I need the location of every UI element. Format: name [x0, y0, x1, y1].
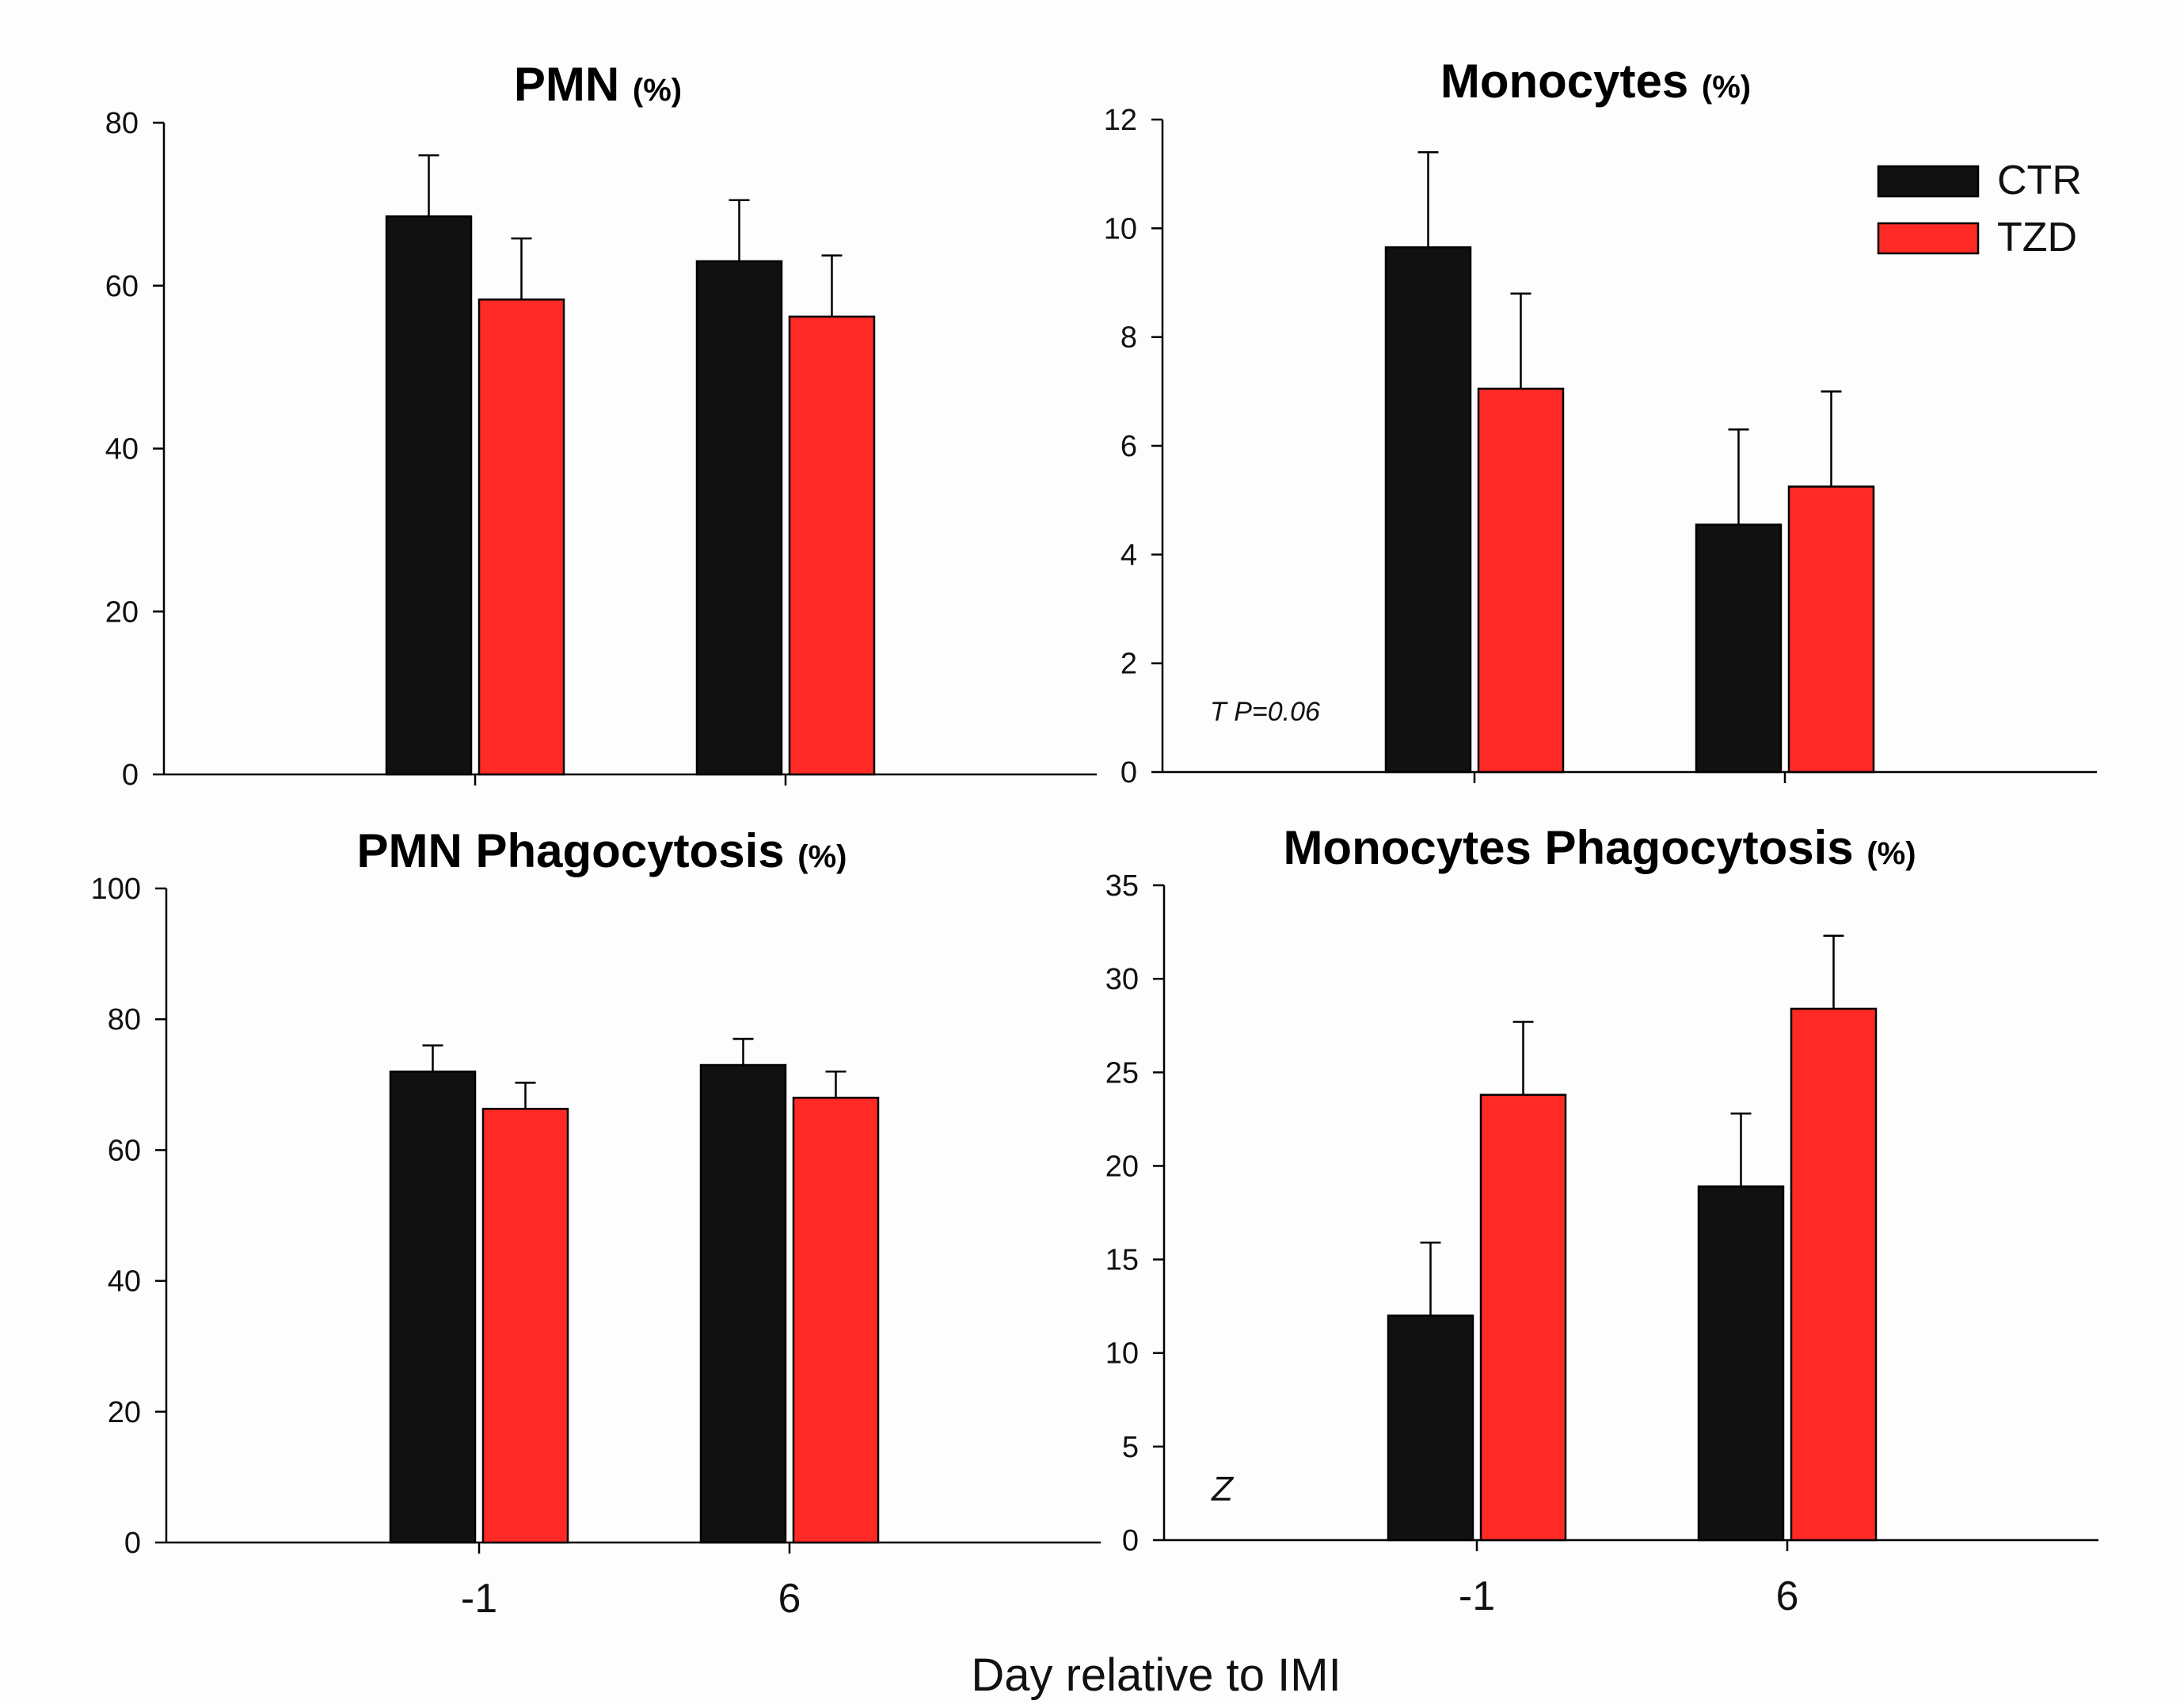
panel3-y-tick-label: 100	[91, 873, 141, 906]
panel3-x-tick-label: 6	[778, 1576, 801, 1622]
legend-label-tzd: TZD	[1997, 215, 2077, 261]
panel2-y-tick-label: 10	[1104, 212, 1137, 245]
panel4-y-tick-label: 20	[1105, 1150, 1139, 1183]
legend-swatch-ctr	[1877, 165, 1980, 198]
panel1-bar-tzd-1	[788, 315, 876, 776]
panel4-y-tick-label: 0	[1122, 1524, 1139, 1558]
panel1-y-tick-label: 0	[122, 759, 139, 792]
panel2-y-tick-label: 4	[1121, 538, 1137, 572]
panel3-y-tick-label: 80	[108, 1003, 141, 1037]
panel1-y-tick-label: 60	[105, 270, 139, 303]
panel3-bar-ctr-0	[389, 1071, 477, 1544]
panel3-x-tick-label: -1	[461, 1576, 497, 1622]
panel4-bar-ctr-1	[1697, 1185, 1785, 1542]
panel4-y-tick-label: 5	[1122, 1431, 1139, 1464]
panel4-y-tick-label: 25	[1105, 1056, 1139, 1090]
panel4-y-tick-label: 15	[1105, 1244, 1139, 1277]
panel4-annotation: Z	[1211, 1470, 1235, 1508]
panel3-bar-tzd-0	[481, 1108, 569, 1544]
panel2-title-unit: (%)	[1702, 70, 1751, 105]
panel2-y-tick-label: 12	[1104, 104, 1137, 137]
panel4-y-tick-label: 10	[1105, 1337, 1139, 1371]
panel1-y-tick-label: 20	[105, 595, 139, 629]
panel3-bar-tzd-1	[792, 1097, 880, 1544]
panel3-y-tick-label: 40	[108, 1265, 141, 1299]
panel4-bar-tzd-1	[1790, 1007, 1878, 1542]
panel3-y-tick-label: 0	[124, 1527, 141, 1560]
panel2-bar-tzd-1	[1787, 485, 1875, 774]
panel2-bar-tzd-0	[1477, 387, 1565, 774]
panel2-title-text: Monocytes	[1440, 55, 1702, 108]
panel2-y-tick-label: 8	[1121, 321, 1137, 355]
panel2-bar-ctr-1	[1695, 523, 1783, 774]
panel4-title-text: Monocytes Phagocytosis	[1283, 821, 1866, 874]
panel1-title-unit: (%)	[633, 73, 682, 108]
panel2-title: Monocytes (%)	[1440, 55, 1751, 108]
panel2-annotation: T P=0.06	[1210, 697, 1320, 727]
panel4-y-tick-label: 30	[1105, 963, 1139, 996]
panel3-title-text: PMN Phagocytosis	[356, 824, 797, 877]
panel1-bar-ctr-0	[385, 215, 473, 776]
panel3-y-tick-label: 20	[108, 1396, 141, 1429]
panel3-title: PMN Phagocytosis (%)	[356, 824, 847, 877]
panel4-bar-ctr-0	[1387, 1314, 1474, 1542]
panel4-x-tick-label: -1	[1459, 1573, 1495, 1619]
panel2-y-tick-label: 0	[1121, 756, 1137, 789]
panel2-y-tick-label: 6	[1121, 430, 1137, 463]
panel2-bar-ctr-0	[1384, 246, 1472, 774]
panel1-bar-ctr-1	[695, 260, 783, 776]
panel4-bar-tzd-0	[1479, 1094, 1567, 1542]
panel2-y-tick-label: 2	[1121, 648, 1137, 681]
panel4-title: Monocytes Phagocytosis (%)	[1283, 821, 1916, 874]
panel1-title: PMN (%)	[514, 58, 682, 111]
legend-swatch-tzd	[1877, 222, 1980, 255]
panel3-bar-ctr-1	[699, 1063, 787, 1544]
legend-label-ctr: CTR	[1997, 158, 2082, 204]
x-axis-title: Day relative to IMI	[971, 1649, 1341, 1701]
panel1-title-text: PMN	[514, 58, 633, 111]
panel1-bar-tzd-0	[478, 298, 565, 776]
panel3-y-tick-label: 60	[108, 1134, 141, 1167]
panel1-y-tick-label: 80	[105, 107, 139, 140]
panel4-title-unit: (%)	[1866, 836, 1916, 871]
panel4-y-tick-label: 35	[1105, 869, 1139, 903]
panel4-x-tick-label: 6	[1776, 1573, 1799, 1619]
panel1-y-tick-label: 40	[105, 433, 139, 466]
panel3-title-unit: (%)	[797, 839, 847, 874]
